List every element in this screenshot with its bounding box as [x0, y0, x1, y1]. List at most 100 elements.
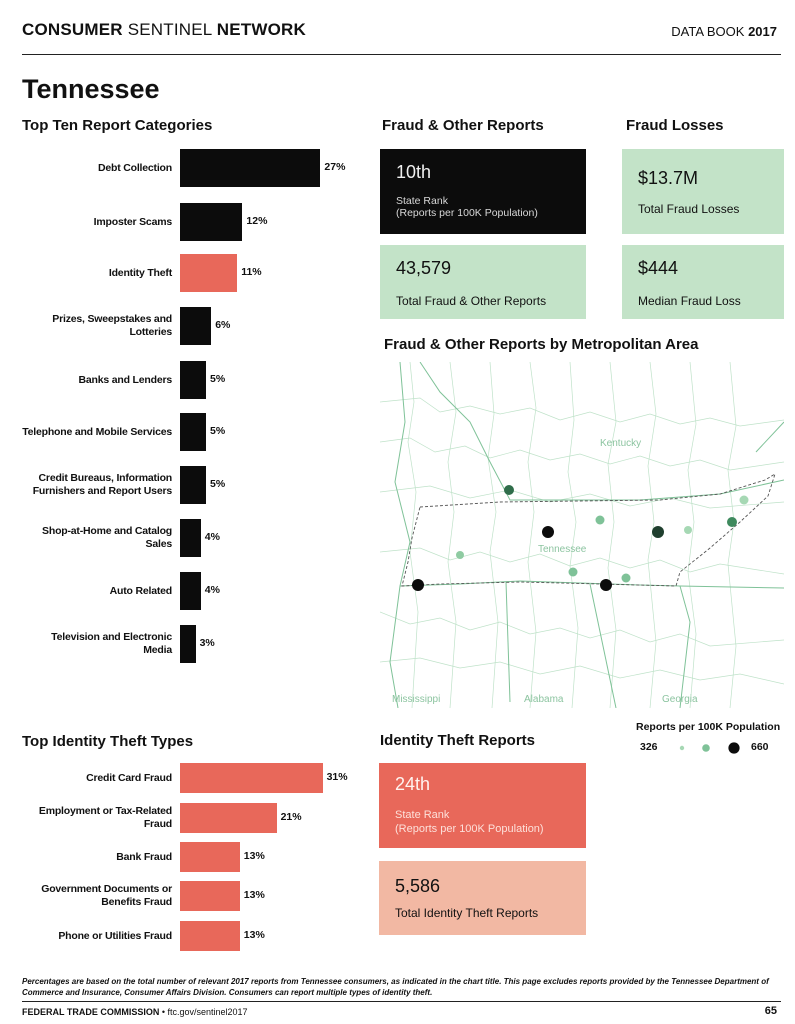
- id-theft-reports-title: Identity Theft Reports: [380, 732, 536, 749]
- top-ten-label: Telephone and Mobile Services: [22, 425, 172, 438]
- top-ten-bar: [180, 625, 196, 663]
- median-loss-box: $444 Median Fraud Loss: [622, 245, 784, 319]
- data-book-label: DATA BOOK 2017: [671, 24, 777, 39]
- metro-dot: [652, 526, 664, 538]
- top-ten-label: Banks and Lenders: [78, 373, 173, 386]
- page-number: 65: [764, 1005, 777, 1017]
- id-theft-type-value: 13%: [243, 929, 265, 941]
- id-theft-type-value: 13%: [243, 850, 265, 862]
- top-ten-bar: [180, 203, 243, 241]
- top-ten-label: Identity Theft: [108, 266, 172, 279]
- map-label-alabama: Alabama: [524, 694, 564, 705]
- id-theft-type-label: Bank Fraud: [116, 850, 172, 863]
- top-ten-label: Imposter Scams: [93, 215, 173, 228]
- top-ten-bar: [180, 466, 206, 504]
- metro-dot: [595, 515, 605, 525]
- top-ten-value: 6%: [215, 319, 231, 331]
- id-theft-type-value: 13%: [243, 889, 265, 901]
- top-ten-label: Shop-at-Home and Catalog Sales: [42, 525, 172, 550]
- legend-dot-medium: [702, 744, 710, 752]
- legend-min: 326: [640, 741, 658, 753]
- footer-divider: [22, 1001, 781, 1002]
- id-theft-types-chart: Credit Card Fraud 31% Employment or Tax-Re…: [0, 0, 380, 980]
- median-fraud-loss-label: Median Fraud Loss: [638, 294, 741, 308]
- fraud-rank: 10th: [396, 162, 432, 182]
- metro-dot: [739, 495, 749, 505]
- top-ten-label: Television and Electronic Media: [51, 631, 172, 656]
- map-label-georgia: Georgia: [662, 694, 698, 705]
- top-ten-bar: [180, 149, 321, 187]
- id-theft-type-bar: [180, 763, 323, 793]
- top-ten-value: 5%: [210, 425, 226, 437]
- id-theft-type-label: Government Documents or Benefits Fraud: [41, 883, 172, 908]
- top-ten-bar: [180, 361, 206, 399]
- top-ten-bar: [180, 307, 212, 345]
- county-lines: [379, 361, 785, 709]
- legend-max: 660: [751, 741, 769, 753]
- total-fraud-losses: $13.7M: [638, 168, 699, 188]
- legend-dot-large: [728, 742, 740, 754]
- legend-title: Reports per 100K Population: [636, 721, 781, 733]
- top-ten-bar: [180, 254, 238, 292]
- legend-dot-small: [679, 745, 685, 751]
- id-theft-total-box: 5,586 Total Identity Theft Reports: [379, 861, 586, 935]
- id-theft-type-label: Phone or Utilities Fraud: [58, 929, 172, 942]
- median-fraud-loss: $444: [638, 258, 679, 278]
- metro-dot: [504, 485, 514, 495]
- top-ten-label: Prizes, Sweepstakes and Lotteries: [52, 313, 172, 338]
- metro-dot: [684, 526, 692, 534]
- total-fraud-losses-label: Total Fraud Losses: [638, 202, 740, 216]
- id-theft-total-label: Total Identity Theft Reports: [395, 906, 539, 920]
- top-ten-value: 11%: [241, 266, 262, 278]
- top-ten-chart: Debt Collection 27% Imposter Scams 12% Ident…: [0, 0, 380, 700]
- map-title: Fraud & Other Reports by Metropolitan Ar…: [384, 336, 699, 353]
- top-ten-label: Credit Bureaus, Information Furnishers a…: [32, 472, 173, 497]
- top-ten-bar: [180, 413, 206, 451]
- metro-dot: [621, 573, 631, 583]
- id-theft-rank-label: State Rank (Reports per 100K Population): [395, 809, 544, 835]
- top-ten-label: Debt Collection: [97, 161, 172, 174]
- top-ten-value: 4%: [204, 584, 220, 596]
- state-title: Tennessee: [22, 74, 160, 104]
- fraud-reports-title: Fraud & Other Reports: [382, 117, 544, 134]
- metro-dot: [412, 579, 424, 591]
- metro-dot: [600, 579, 612, 591]
- top-ten-value: 12%: [246, 215, 268, 227]
- top-ten-label: Auto Related: [109, 584, 173, 597]
- map-label-tennessee: Tennessee: [538, 544, 587, 555]
- fraud-total: 43,579: [396, 258, 452, 278]
- id-theft-type-bar: [180, 842, 240, 872]
- top-ten-value: 27%: [324, 161, 346, 173]
- id-theft-type-label: Credit Card Fraud: [86, 771, 172, 784]
- metro-dot: [456, 551, 464, 559]
- id-theft-type-label: Employment or Tax-Related Fraud: [38, 805, 172, 830]
- footer-url[interactable]: ftc.gov/sentinel2017: [167, 1007, 248, 1017]
- id-theft-rank-box: 24th State Rank (Reports per 100K Populat…: [379, 763, 586, 848]
- fraud-total-label: Total Fraud & Other Reports: [396, 294, 547, 308]
- id-theft-type-value: 21%: [280, 811, 302, 823]
- id-theft-type-bar: [180, 803, 277, 833]
- top-ten-title: Top Ten Report Categories: [22, 117, 213, 134]
- id-theft-type-bar: [180, 921, 240, 951]
- top-ten-value: 5%: [210, 373, 226, 385]
- header-divider: [22, 54, 781, 55]
- tennessee-outline: [401, 473, 776, 587]
- map-label-mississippi: Mississippi: [392, 694, 440, 705]
- id-theft-rank: 24th: [395, 774, 431, 794]
- metro-dots: [412, 485, 749, 591]
- metro-dot: [542, 526, 554, 538]
- legend-scale: [679, 742, 740, 754]
- fraud-losses-box: $13.7M Total Fraud Losses: [622, 149, 784, 234]
- top-ten-bar: [180, 519, 201, 557]
- footer-org: FEDERAL TRADE COMMISSION • ftc.gov/senti…: [22, 1007, 248, 1017]
- map-label-kentucky: Kentucky: [600, 438, 641, 449]
- metro-dot: [727, 517, 737, 527]
- fraud-rank-label: State Rank (Reports per 100K Population): [396, 195, 538, 219]
- fraud-total-box: 43,579 Total Fraud & Other Reports: [380, 245, 586, 319]
- id-theft-types-title: Top Identity Theft Types: [22, 733, 194, 750]
- fraud-rank-box: 10th State Rank (Reports per 100K Populat…: [380, 149, 586, 234]
- top-ten-value: 4%: [204, 531, 220, 543]
- id-theft-total: 5,586: [395, 876, 441, 896]
- top-ten-value: 5%: [210, 478, 226, 490]
- publication-name: CONSUMER SENTINEL NETWORK: [22, 20, 306, 39]
